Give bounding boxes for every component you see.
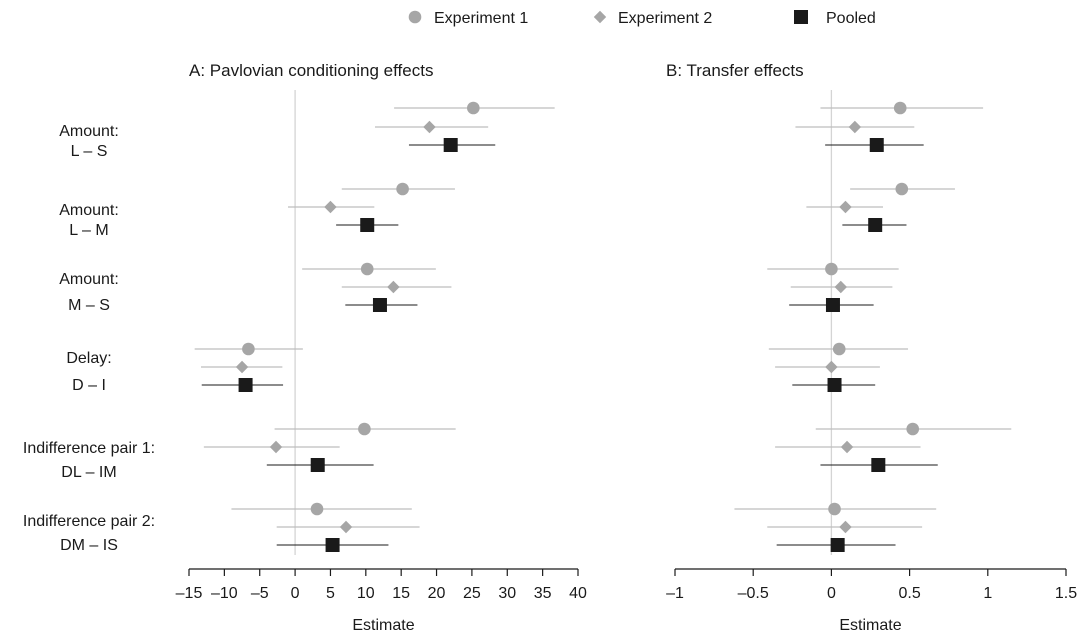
- x-tick-label: 5: [326, 585, 335, 602]
- point-square: [443, 138, 458, 152]
- legend-diamond-icon: [593, 10, 607, 24]
- x-tick-label: –5: [251, 585, 269, 602]
- x-tick-label: –0.5: [738, 585, 769, 602]
- point-circle: [906, 422, 920, 436]
- point-diamond: [269, 440, 283, 454]
- row-label-line1: Delay:: [66, 350, 111, 367]
- x-tick-label: –10: [211, 585, 238, 602]
- row-label-line1: Amount:: [59, 271, 119, 288]
- point-circle: [832, 342, 846, 356]
- row-label-line2: D – I: [72, 377, 106, 394]
- point-circle: [895, 182, 909, 196]
- x-tick-label: 25: [463, 585, 481, 602]
- point-diamond: [324, 200, 337, 214]
- point-square: [830, 538, 845, 552]
- x-tick-label: 0.5: [898, 585, 920, 602]
- x-tick-label: 0: [827, 585, 836, 602]
- legend-circle-icon: [408, 10, 422, 24]
- x-tick-label: 15: [392, 585, 410, 602]
- row-label-line2: M – S: [68, 297, 110, 314]
- point-diamond: [840, 440, 854, 454]
- panel-title: B: Transfer effects: [666, 61, 804, 80]
- panel-a: A: Pavlovian conditioning effects –15 –10–…: [176, 61, 587, 634]
- point-diamond: [848, 120, 862, 134]
- x-tick-label: 20: [428, 585, 446, 602]
- point-square: [238, 378, 253, 392]
- legend-label: Pooled: [826, 10, 876, 27]
- point-diamond: [825, 360, 838, 374]
- x-tick-label: 40: [569, 585, 587, 602]
- x-tick-label: –1: [666, 585, 684, 602]
- point-circle: [310, 502, 324, 516]
- point-diamond: [387, 280, 400, 294]
- x-axis-label: Estimate: [839, 617, 901, 634]
- x-tick-label: 0: [291, 585, 300, 602]
- point-square: [825, 298, 840, 312]
- point-circle: [242, 342, 255, 356]
- row-label-line1: Amount:: [59, 202, 119, 219]
- point-diamond: [839, 200, 852, 214]
- x-tick-label: 35: [534, 585, 552, 602]
- point-circle: [893, 101, 907, 115]
- point-square: [827, 378, 842, 392]
- point-square: [360, 218, 375, 232]
- x-tick-label: 30: [498, 585, 516, 602]
- legend-square-icon: [794, 10, 808, 24]
- x-axis-label: Estimate: [352, 617, 414, 634]
- point-square: [325, 538, 340, 552]
- point-diamond: [339, 520, 353, 534]
- point-square: [868, 218, 883, 232]
- legend-label: Experiment 1: [434, 10, 528, 27]
- row-labels: Amount: L – S Amount: L – M Amount: M – S Dela…: [23, 123, 155, 554]
- point-square: [310, 458, 325, 472]
- row-label-line2: L – S: [71, 143, 108, 160]
- panel-b: B: Transfer effects –1 –0.5 0 0.5 1 1.5 Estimat…: [666, 61, 1077, 634]
- point-diamond: [839, 520, 852, 534]
- point-square: [869, 138, 884, 152]
- row-label-line2: DM – IS: [60, 537, 118, 554]
- point-circle: [360, 262, 374, 276]
- x-tick-label: 1.5: [1055, 585, 1077, 602]
- point-diamond: [834, 280, 847, 294]
- point-circle: [358, 422, 371, 436]
- legend: Experiment 1 Experiment 2 Pooled: [408, 10, 876, 27]
- legend-label: Experiment 2: [618, 10, 712, 27]
- point-circle: [825, 262, 838, 276]
- point-diamond: [235, 360, 249, 374]
- point-square: [372, 298, 387, 312]
- row-label-line1: Amount:: [59, 123, 119, 140]
- x-tick-label: –15: [176, 585, 203, 602]
- row-label-line2: DL – IM: [61, 464, 116, 481]
- row-label-line2: L – M: [69, 222, 108, 239]
- point-diamond: [423, 120, 436, 134]
- row-label-line1: Indifference pair 2:: [23, 513, 155, 530]
- x-tick-label: 10: [357, 585, 375, 602]
- point-circle: [828, 502, 841, 516]
- point-square: [871, 458, 886, 472]
- panel-title: A: Pavlovian conditioning effects: [189, 61, 433, 80]
- row-label-line1: Indifference pair 1:: [23, 440, 155, 457]
- point-circle: [467, 101, 480, 115]
- point-circle: [396, 182, 409, 196]
- x-tick-label: 1: [983, 585, 992, 602]
